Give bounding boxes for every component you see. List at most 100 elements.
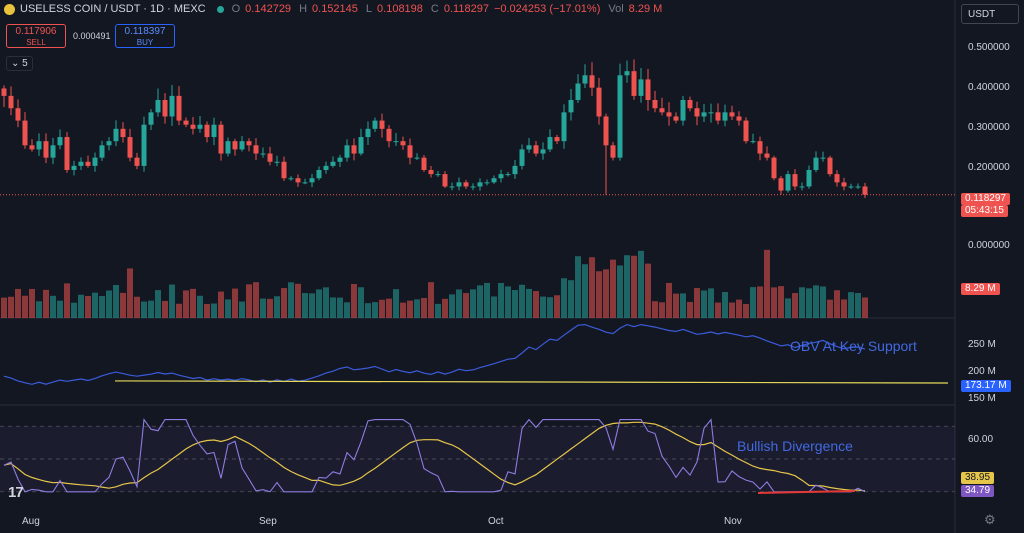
candle-body (365, 128, 371, 138)
volume-bar (505, 286, 511, 318)
volume-bar (778, 286, 784, 318)
volume-bar (827, 299, 833, 318)
candle-body (855, 186, 861, 188)
candle-body (43, 141, 49, 158)
candle-body (246, 141, 252, 146)
volume-bar (127, 268, 133, 318)
sell-label: SELL (26, 38, 46, 47)
volume-bar (764, 249, 770, 318)
volume-bar (533, 291, 539, 318)
candle-body (491, 178, 497, 183)
volume-bar (344, 302, 350, 318)
volume-bar (225, 299, 231, 318)
open-label: O (231, 3, 241, 15)
candle-body (211, 124, 217, 138)
candle-body (274, 161, 280, 163)
volume-bar (365, 303, 371, 318)
candle-body (379, 120, 385, 129)
candle-body (127, 137, 133, 158)
volume-bar (428, 282, 434, 318)
volume-bar (785, 298, 791, 318)
close-label: C (430, 3, 439, 15)
obv-line (3, 323, 866, 385)
candle-body (519, 149, 525, 166)
volume-bar (470, 289, 476, 318)
obv-series (3, 323, 949, 385)
candle-body (344, 145, 350, 158)
countdown-tag: 05:43:15 (961, 205, 1008, 217)
volume-bar (57, 300, 63, 318)
volume-bar (372, 302, 378, 318)
volume-bar (414, 299, 420, 318)
sell-button[interactable]: 0.117906 SELL (6, 24, 66, 48)
candle-body (694, 108, 700, 117)
volume-bar (393, 289, 399, 318)
buy-button[interactable]: 0.118397 BUY (115, 24, 175, 48)
volume-bar (246, 284, 252, 318)
volume-bar (1, 297, 7, 318)
candle-body (603, 116, 609, 146)
spread-value: 0.000491 (73, 31, 111, 41)
coin-logo-icon (4, 3, 15, 15)
candle-body (561, 112, 567, 142)
candle-body (309, 178, 315, 183)
volume-bar (141, 301, 147, 318)
collapse-indicators-button[interactable]: ⌄ 5 (6, 56, 33, 71)
candle-body (169, 95, 175, 117)
tradingview-logo-icon[interactable]: 17 (8, 484, 24, 501)
volume-bar (176, 303, 182, 318)
candle-body (841, 182, 847, 187)
candle-body (288, 178, 294, 180)
candle-body (806, 170, 812, 187)
candle-body (71, 165, 77, 170)
volume-bar (645, 263, 651, 318)
volume-bar (211, 303, 217, 318)
time-tick: Aug (22, 516, 40, 527)
candle-body (617, 75, 623, 158)
volume-bar (309, 293, 315, 318)
candle-body (680, 100, 686, 121)
candle-body (589, 75, 595, 88)
volume-bar (78, 294, 84, 318)
rsi-ma-tag: 38.95 (961, 472, 995, 484)
volume-bar (183, 290, 189, 318)
symbol-title[interactable]: USELESS COIN / USDT · 1D · MEXC (20, 3, 206, 15)
candle-body (330, 161, 336, 166)
candle-body (582, 75, 588, 84)
volume-bar (652, 301, 658, 318)
volume-bar (29, 288, 35, 318)
vol-value: 8.29 M (628, 3, 663, 15)
candle-body (113, 128, 119, 142)
volume-bar (281, 288, 287, 318)
market-open-dot-icon (216, 5, 224, 13)
buy-label: BUY (136, 38, 154, 47)
currency-select[interactable]: USDT (961, 4, 1019, 24)
vol-label: Vol (608, 3, 624, 15)
volume-bar (547, 297, 553, 318)
volume-bar (484, 282, 490, 318)
candle-body (190, 124, 196, 129)
rsi-annotation: Bullish Divergence (737, 438, 853, 454)
candle-body (463, 182, 469, 187)
candle-body (99, 145, 105, 158)
volume-bar (589, 257, 595, 318)
buy-price: 0.118397 (124, 26, 166, 37)
candle-body (29, 145, 35, 150)
volume-bar (526, 288, 532, 318)
time-tick: Oct (488, 516, 504, 527)
candle-body (421, 157, 427, 170)
volume-bar (680, 293, 686, 318)
volume-bar (722, 292, 728, 318)
obv-annotation: OBV At Key Support (790, 338, 917, 354)
price-tick: 0.200000 (968, 162, 1010, 173)
candle-body (750, 141, 756, 143)
gear-icon[interactable]: ⚙ (984, 512, 996, 527)
volume-bar (134, 296, 140, 318)
candle-body (106, 141, 112, 146)
volume-bar (617, 265, 623, 318)
volume-bar (862, 297, 868, 318)
candle-body (225, 141, 231, 154)
indicator-count: 5 (22, 58, 28, 69)
candle-body (484, 182, 490, 184)
